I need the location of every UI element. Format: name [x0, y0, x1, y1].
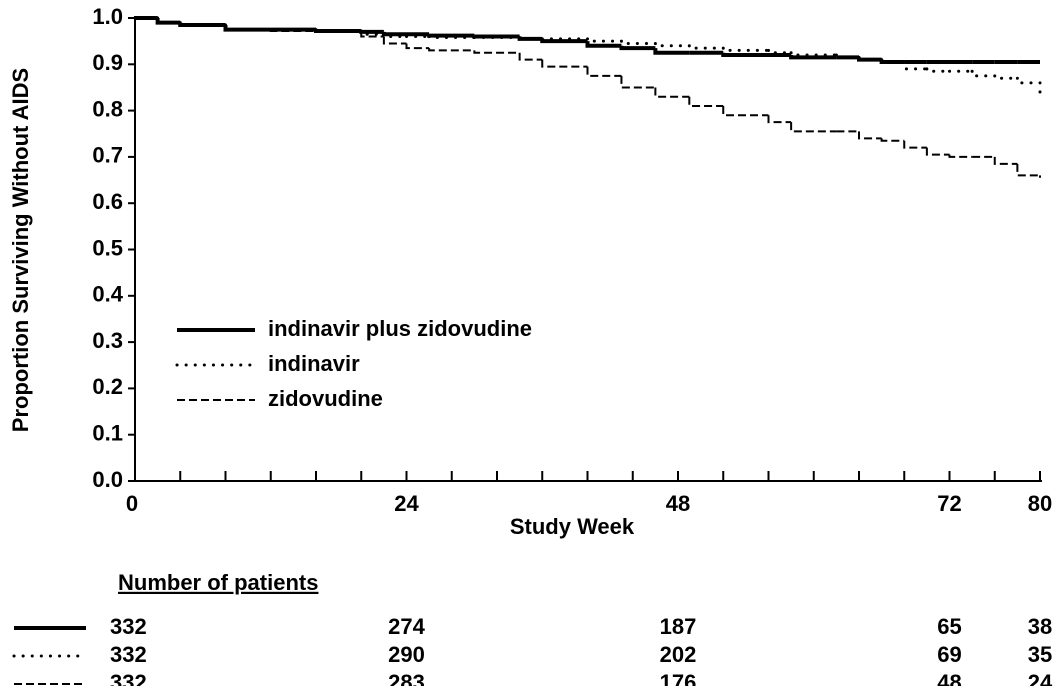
y-tick-label: 0.6 [92, 189, 123, 214]
step-segment [518, 52, 543, 61]
at-risk-value: 274 [388, 614, 425, 639]
step-segment [360, 31, 384, 38]
at-risk-value: 48 [937, 670, 961, 686]
y-tick-label: 0.5 [92, 235, 123, 260]
y-tick-label: 0.3 [92, 328, 123, 353]
step-segment [722, 105, 769, 117]
step-segment [620, 75, 656, 89]
step-segment [382, 32, 408, 39]
step-segment [427, 33, 475, 38]
step-segment [654, 87, 690, 98]
step-segment [405, 43, 430, 50]
y-axis-label: Proportion Surviving Without AIDS [8, 68, 33, 432]
at-risk-value: 332 [110, 642, 147, 667]
at-risk-value: 69 [937, 642, 961, 667]
step-segment [517, 36, 543, 41]
step-segment [653, 41, 691, 48]
legend-label: indinavir plus zidovudine [268, 316, 532, 341]
step-segment [880, 58, 906, 64]
y-tick-label: 0.1 [92, 421, 123, 446]
step-segment [857, 57, 882, 62]
step-segment [382, 36, 407, 45]
y-tick-label: 0.2 [92, 374, 123, 399]
at-risk-value: 187 [660, 614, 697, 639]
x-tick-label: 72 [937, 491, 961, 516]
step-segment [427, 35, 476, 39]
step-segment [948, 154, 973, 158]
step-segment [925, 147, 950, 156]
at-risk-value: 38 [1028, 614, 1052, 639]
x-tick-label: 0 [126, 491, 138, 516]
at-risk-value: 332 [110, 670, 147, 686]
step-segment [903, 140, 927, 149]
step-segment [619, 39, 657, 45]
y-tick-label: 0.0 [92, 467, 123, 492]
step-segment [993, 156, 1018, 165]
y-tick-label: 0.9 [92, 50, 123, 75]
x-axis-label: Study Week [510, 514, 635, 539]
step-segment [721, 52, 769, 58]
step-segment [993, 74, 1019, 80]
at-risk-value: 332 [110, 614, 147, 639]
step-segment [1015, 76, 1042, 85]
at-risk-value: 290 [388, 642, 425, 667]
y-tick-label: 0.7 [92, 143, 123, 168]
step-segment [518, 35, 544, 41]
step-segment [767, 115, 792, 124]
legend-label: zidovudine [268, 386, 383, 411]
step-segment [156, 18, 181, 24]
at-risk-value: 65 [937, 614, 961, 639]
y-tick-label: 1.0 [92, 4, 123, 29]
step-segment [789, 51, 838, 57]
step-segment [586, 37, 623, 43]
step-segment [359, 29, 384, 34]
legend-label: indinavir [268, 351, 360, 376]
step-segment [473, 50, 520, 54]
step-segment [858, 131, 882, 140]
x-tick-label: 80 [1028, 491, 1052, 516]
step-segment [688, 96, 724, 107]
at-risk-value: 283 [388, 670, 425, 686]
step-segment [880, 138, 905, 142]
step-segment [790, 122, 837, 133]
step-segment [269, 29, 316, 32]
at-risk-value: 24 [1028, 670, 1053, 686]
x-tick-label: 24 [394, 491, 419, 516]
step-segment [789, 55, 837, 60]
step-segment [472, 34, 520, 39]
step-segment [925, 67, 951, 73]
step-segment [541, 59, 588, 68]
step-segment [1016, 163, 1040, 177]
step-segment [721, 46, 770, 52]
y-tick-label: 0.4 [92, 282, 123, 307]
step-segment [767, 48, 793, 55]
step-segment [619, 45, 656, 51]
step-segment [315, 30, 362, 33]
at-risk-value: 176 [660, 670, 697, 686]
step-segment [179, 22, 226, 26]
step-segment [653, 48, 690, 55]
at-risk-value: 35 [1028, 642, 1052, 667]
step-segment [687, 44, 725, 50]
at-risk-value: 202 [660, 642, 697, 667]
step-segment [428, 48, 475, 52]
step-segment [585, 41, 622, 48]
step-segment [834, 53, 861, 59]
step-segment [381, 31, 407, 37]
step-segment [879, 59, 905, 64]
y-tick-label: 0.8 [92, 96, 123, 121]
step-segment [857, 55, 884, 62]
step-segment [586, 66, 622, 77]
x-tick-label: 48 [666, 491, 690, 516]
step-segment [540, 38, 588, 44]
step-segment [970, 69, 997, 78]
at-risk-title: Number of patients [118, 570, 318, 595]
step-segment [224, 24, 271, 31]
